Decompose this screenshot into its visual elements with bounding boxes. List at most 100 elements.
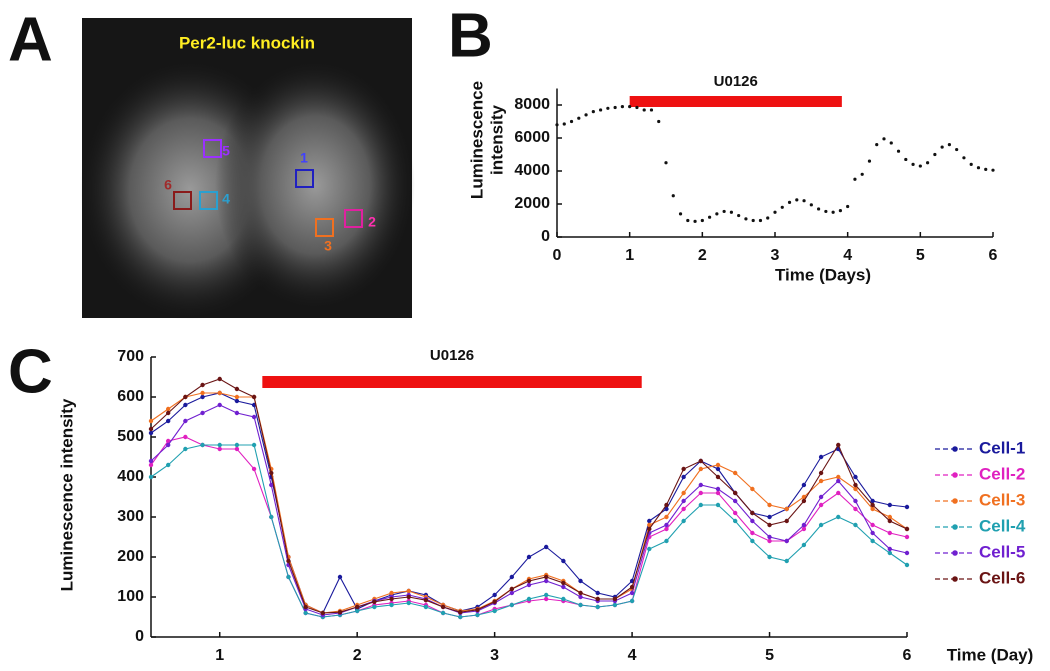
data-point [838, 209, 843, 213]
data-point [976, 166, 981, 170]
data-point [722, 209, 726, 214]
data-point [729, 210, 734, 214]
data-point [801, 542, 807, 548]
data-point [933, 152, 937, 157]
data-point [991, 168, 995, 172]
data-point [818, 522, 824, 528]
y-tick-label: 0 [135, 628, 144, 645]
y-tick-label: 300 [117, 508, 144, 525]
y-tick-label: 8000 [514, 96, 550, 113]
data-point [870, 530, 875, 536]
data-point [802, 199, 806, 203]
data-point [183, 418, 188, 424]
data-point [887, 514, 893, 520]
data-point [234, 386, 240, 392]
legend-label: Cell-5 [979, 542, 1025, 561]
data-point [818, 470, 824, 476]
y-tick-label: 400 [117, 468, 144, 485]
data-point [750, 510, 755, 516]
data-point [867, 159, 872, 163]
data-point [148, 418, 154, 424]
data-point [715, 502, 721, 508]
y-tick-label: 700 [117, 348, 144, 365]
data-point [846, 204, 850, 209]
data-point [251, 414, 257, 420]
data-point [732, 490, 738, 496]
data-point [836, 478, 841, 484]
y-axis-label: intensity [487, 105, 506, 175]
data-point [561, 584, 566, 590]
data-point [200, 390, 205, 396]
data-point [698, 482, 704, 488]
data-point [801, 498, 807, 504]
roi-label: 3 [324, 238, 332, 254]
data-point [629, 590, 635, 596]
data-point [801, 482, 807, 488]
data-point [664, 161, 668, 165]
data-point [870, 506, 875, 512]
data-point [286, 574, 291, 580]
data-point [715, 474, 721, 480]
data-point [628, 105, 632, 109]
data-point [606, 106, 610, 110]
data-point [234, 446, 240, 452]
data-point [836, 490, 841, 496]
data-point [595, 604, 600, 610]
roi-label: 6 [164, 177, 172, 193]
data-point [715, 466, 721, 472]
data-point [853, 522, 858, 528]
data-point [984, 167, 988, 171]
data-point [664, 526, 669, 532]
data-point [818, 478, 824, 484]
data-point [389, 596, 394, 602]
data-point [165, 462, 171, 468]
data-point [303, 610, 308, 616]
data-point [165, 438, 171, 444]
data-point [870, 538, 875, 544]
data-point [440, 604, 446, 610]
data-point [681, 490, 686, 496]
data-point [904, 504, 910, 510]
y-axis-label: Luminescence [467, 81, 486, 199]
data-point [406, 594, 411, 600]
data-point [613, 105, 617, 110]
data-point [591, 110, 595, 114]
data-point [818, 454, 824, 460]
data-point [562, 122, 566, 126]
x-tick-label: 3 [771, 247, 780, 264]
data-point [889, 141, 893, 145]
data-point [492, 599, 497, 604]
x-axis-label: Time (Day) [947, 645, 1034, 664]
legend-label: Cell-6 [979, 568, 1025, 587]
data-point [577, 116, 581, 120]
legend-label: Cell-4 [979, 516, 1026, 535]
x-tick-label: 2 [698, 247, 707, 264]
data-point [569, 119, 574, 124]
data-point [940, 145, 944, 149]
data-point [758, 218, 763, 223]
legend-marker [952, 524, 958, 530]
data-point [904, 157, 908, 162]
data-point [269, 470, 274, 476]
data-point [200, 394, 205, 400]
data-point [200, 442, 205, 448]
data-point [148, 462, 154, 468]
data-point [904, 534, 910, 540]
data-point [423, 598, 429, 603]
data-point [423, 604, 429, 610]
data-point [784, 518, 789, 524]
data-point [642, 108, 646, 112]
data-point [584, 113, 588, 117]
data-point [561, 596, 566, 602]
data-point [904, 562, 910, 568]
data-point [969, 162, 973, 166]
data-point [165, 442, 171, 448]
legend-label: Cell-1 [979, 438, 1025, 457]
data-point [870, 502, 875, 508]
data-point [599, 108, 603, 112]
data-point [853, 506, 858, 512]
data-point [372, 604, 377, 610]
data-point [698, 466, 704, 472]
data-point [492, 592, 497, 598]
